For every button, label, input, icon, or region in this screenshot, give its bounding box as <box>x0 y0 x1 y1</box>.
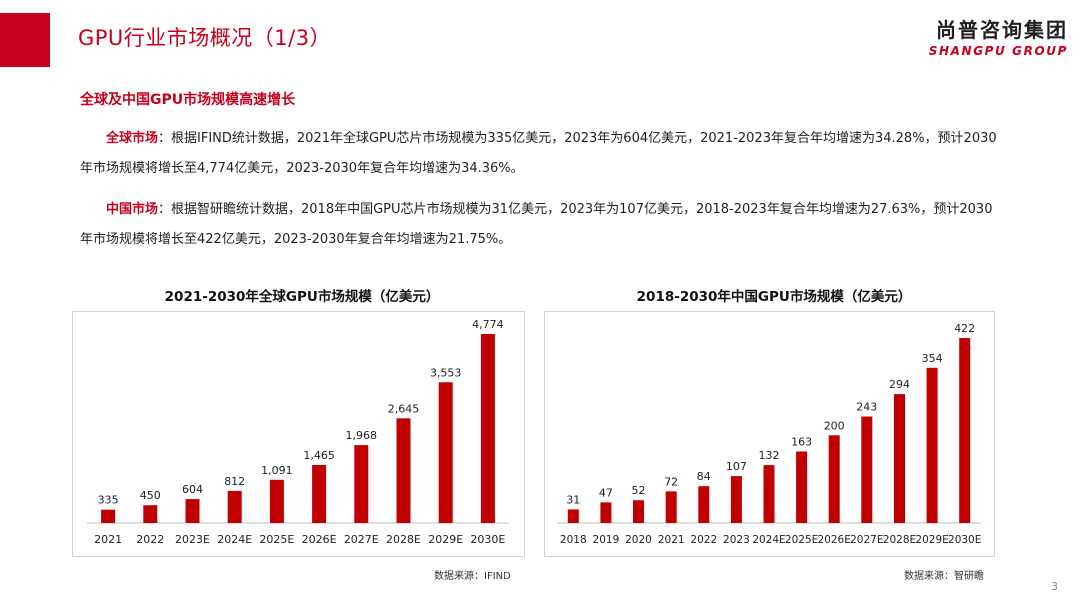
china-x-tick-2025E: 2025E <box>785 534 818 546</box>
global-x-tick-2021: 2021 <box>94 533 122 546</box>
china-x-tick-2023: 2023 <box>723 534 750 546</box>
china-value-label-2026E: 200 <box>824 419 845 432</box>
global-x-tick-2029E: 2029E <box>428 533 463 546</box>
page-number: 3 <box>1051 580 1058 593</box>
china-bar-2018 <box>567 509 579 523</box>
section-title: 全球及中国GPU市场规模高速增长 <box>80 92 296 108</box>
china-x-tick-2022: 2022 <box>690 534 717 546</box>
global-value-label-2021: 335 <box>98 494 119 507</box>
china-x-tick-2026E: 2026E <box>818 534 851 546</box>
china-market-paragraph: 中国市场：根据智研瞻统计数据，2018年中国GPU芯片市场规模为31亿美元，20… <box>80 195 1000 255</box>
global-bar-2028E <box>396 418 411 523</box>
global-market-text: ：根据IFIND统计数据，2021年全球GPU芯片市场规模为335亿美元，202… <box>80 131 997 176</box>
global-value-label-2028E: 2,645 <box>388 402 420 415</box>
global-chart-plot: 335 2021 450 2022 604 2023E 812 2024E 1,091 2025E… <box>87 318 509 546</box>
china-value-label-2018: 31 <box>566 493 580 506</box>
global-x-tick-2028E: 2028E <box>386 533 421 546</box>
global-x-tick-2022: 2022 <box>136 533 164 546</box>
global-value-label-2029E: 3,553 <box>430 366 462 379</box>
china-value-label-2019: 47 <box>599 486 613 499</box>
china-gpu-market-chart: 31 2018 47 2019 52 2020 72 2021 84 2022 107 2023 132… <box>544 311 995 557</box>
china-market-label: 中国市场 <box>106 202 159 217</box>
global-x-tick-2024E: 2024E <box>217 533 252 546</box>
china-value-label-2030E: 422 <box>954 322 975 335</box>
global-chart-source: 数据来源：IFIND <box>434 571 511 582</box>
global-value-label-2025E: 1,091 <box>261 464 293 477</box>
global-value-label-2022: 450 <box>140 489 161 502</box>
global-bar-2027E <box>354 445 369 523</box>
china-value-label-2029E: 354 <box>922 352 943 365</box>
china-value-label-2022: 84 <box>697 470 711 483</box>
global-x-tick-2026E: 2026E <box>302 533 337 546</box>
global-bar-2030E <box>480 334 495 523</box>
global-market-label: 全球市场 <box>106 131 159 146</box>
global-bar-2029E <box>438 382 453 523</box>
china-bar-2024E <box>763 465 775 523</box>
global-bar-2022 <box>143 505 158 523</box>
global-chart-title: 2021-2030年全球GPU市场规模（亿美元） <box>164 289 440 305</box>
china-x-tick-2018: 2018 <box>560 534 587 546</box>
china-bar-2019 <box>600 502 612 523</box>
china-bar-2022 <box>698 486 710 523</box>
china-chart-source: 数据来源：智研瞻 <box>904 571 984 582</box>
china-bar-2029E <box>926 367 938 523</box>
china-bar-2026E <box>828 435 840 523</box>
china-x-tick-2029E: 2029E <box>915 534 948 546</box>
global-value-label-2026E: 1,465 <box>303 449 335 462</box>
global-value-label-2024E: 812 <box>224 475 245 488</box>
china-chart-title: 2018-2030年中国GPU市场规模（亿美元） <box>636 289 912 305</box>
china-chart-plot: 31 2018 47 2019 52 2020 72 2021 84 2022 107 2023 132… <box>557 322 981 546</box>
global-bar-2025E <box>269 479 284 523</box>
china-x-tick-2019: 2019 <box>593 534 620 546</box>
china-bar-2023 <box>730 476 742 523</box>
title-accent-block <box>0 13 50 67</box>
global-market-paragraph: 全球市场：根据IFIND统计数据，2021年全球GPU芯片市场规模为335亿美元… <box>80 124 1000 184</box>
global-x-tick-2027E: 2027E <box>344 533 379 546</box>
global-value-label-2027E: 1,968 <box>346 429 378 442</box>
global-bar-2023E <box>185 499 200 523</box>
company-logo: 尚普咨询集团 SHANGPU GROUP <box>929 14 1068 58</box>
global-bar-2021 <box>101 509 116 523</box>
china-value-label-2028E: 294 <box>889 378 910 391</box>
china-market-text: ：根据智研瞻统计数据，2018年中国GPU芯片市场规模为31亿美元，2023年为… <box>80 202 993 247</box>
logo-english-name: SHANGPU GROUP <box>928 44 1068 58</box>
global-bar-2026E <box>312 465 327 523</box>
global-x-tick-2023E: 2023E <box>175 533 210 546</box>
global-x-tick-2030E: 2030E <box>470 533 505 546</box>
global-gpu-market-chart: 335 2021 450 2022 604 2023E 812 2024E 1,091 2025E… <box>72 311 525 557</box>
china-x-tick-2024E: 2024E <box>752 534 785 546</box>
china-value-label-2025E: 163 <box>791 436 812 449</box>
china-bar-2021 <box>665 491 677 523</box>
china-bar-2020 <box>633 500 644 523</box>
china-value-label-2023: 107 <box>726 460 747 473</box>
logo-chinese-name: 尚普咨询集团 <box>936 18 1068 42</box>
global-bar-2024E <box>227 490 242 523</box>
global-value-label-2030E: 4,774 <box>472 318 504 331</box>
china-value-label-2027E: 243 <box>856 401 877 414</box>
global-value-label-2023E: 604 <box>182 483 203 496</box>
china-x-tick-2020: 2020 <box>625 534 652 546</box>
china-x-tick-2021: 2021 <box>658 534 685 546</box>
china-value-label-2024E: 132 <box>759 449 780 462</box>
china-value-label-2021: 72 <box>664 475 678 488</box>
page-title: GPU行业市场概况（1/3） <box>78 26 332 50</box>
china-x-tick-2028E: 2028E <box>883 534 916 546</box>
china-x-tick-2027E: 2027E <box>850 534 883 546</box>
china-bar-2025E <box>796 451 808 523</box>
china-x-tick-2030E: 2030E <box>948 534 981 546</box>
china-value-label-2020: 52 <box>632 484 646 497</box>
global-x-tick-2025E: 2025E <box>259 533 294 546</box>
china-bar-2027E <box>861 416 873 523</box>
china-bar-2028E <box>894 394 905 523</box>
china-bar-2030E <box>959 338 971 523</box>
